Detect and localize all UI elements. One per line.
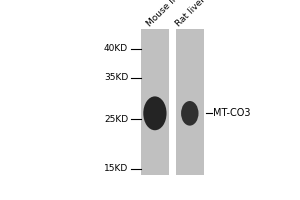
Bar	[141, 29, 169, 175]
Ellipse shape	[143, 96, 167, 130]
Text: MT-CO3: MT-CO3	[213, 108, 250, 118]
Text: 40KD: 40KD	[104, 44, 128, 53]
Text: 15KD: 15KD	[104, 164, 128, 173]
Text: Mouse liver: Mouse liver	[145, 0, 188, 29]
Text: 25KD: 25KD	[104, 115, 128, 124]
Bar	[176, 29, 204, 175]
Text: Rat liver: Rat liver	[174, 0, 207, 29]
Text: 35KD: 35KD	[104, 73, 128, 82]
Ellipse shape	[181, 101, 199, 126]
